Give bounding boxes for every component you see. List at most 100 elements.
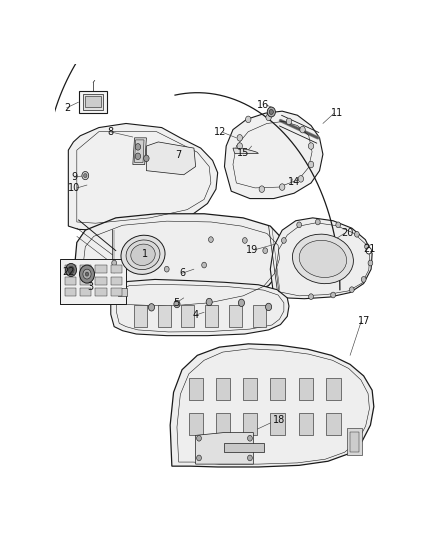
Circle shape [197, 435, 201, 441]
Circle shape [361, 277, 366, 282]
Circle shape [286, 118, 292, 125]
Text: 20: 20 [341, 229, 353, 238]
Bar [80, 277, 92, 285]
Text: 10: 10 [68, 183, 81, 193]
Circle shape [365, 244, 369, 249]
Circle shape [83, 269, 91, 279]
Ellipse shape [121, 235, 165, 274]
Circle shape [315, 219, 320, 225]
Bar [270, 413, 285, 435]
Bar [134, 305, 147, 327]
Circle shape [308, 161, 314, 168]
Circle shape [269, 109, 273, 115]
Circle shape [80, 265, 95, 283]
Circle shape [263, 248, 268, 254]
Ellipse shape [126, 240, 160, 270]
Circle shape [298, 175, 304, 182]
Text: 8: 8 [107, 127, 113, 136]
Bar [224, 443, 264, 452]
Bar [95, 277, 107, 285]
Ellipse shape [293, 234, 353, 284]
Circle shape [202, 262, 206, 268]
Circle shape [366, 247, 371, 254]
Circle shape [144, 155, 149, 161]
Bar [253, 305, 265, 327]
Circle shape [354, 231, 359, 237]
Circle shape [68, 266, 74, 273]
Circle shape [112, 267, 117, 273]
Circle shape [208, 237, 213, 243]
Bar [216, 413, 230, 435]
Bar [111, 277, 122, 285]
Circle shape [265, 303, 272, 311]
Text: 22: 22 [62, 268, 75, 278]
Bar [65, 277, 76, 285]
Bar [95, 265, 107, 273]
Polygon shape [233, 148, 258, 154]
Polygon shape [78, 91, 107, 113]
Bar [229, 305, 242, 327]
Bar [95, 288, 107, 296]
Circle shape [148, 304, 155, 311]
Polygon shape [85, 96, 101, 108]
Bar [181, 305, 194, 327]
Polygon shape [134, 140, 144, 163]
Circle shape [308, 143, 314, 149]
Bar [299, 378, 314, 400]
Circle shape [237, 134, 243, 141]
Text: 2: 2 [64, 103, 70, 113]
Text: 1: 1 [142, 249, 148, 259]
Bar [243, 413, 258, 435]
Bar [117, 288, 127, 296]
Circle shape [300, 126, 305, 133]
Circle shape [85, 272, 88, 276]
Circle shape [331, 292, 336, 298]
Bar [80, 288, 92, 296]
Polygon shape [196, 432, 253, 464]
Text: 5: 5 [173, 298, 180, 308]
Bar [80, 265, 92, 273]
Polygon shape [170, 344, 374, 467]
Text: 18: 18 [273, 415, 285, 425]
Circle shape [309, 294, 314, 300]
Text: 17: 17 [358, 316, 370, 326]
Circle shape [247, 455, 252, 461]
Circle shape [135, 143, 141, 150]
Circle shape [297, 222, 301, 228]
Ellipse shape [299, 240, 346, 278]
Bar [270, 378, 285, 400]
Circle shape [164, 266, 169, 272]
Circle shape [350, 287, 354, 293]
Polygon shape [133, 138, 146, 165]
Circle shape [206, 298, 212, 306]
Bar [326, 378, 341, 400]
Bar [158, 305, 170, 327]
Bar [111, 265, 122, 273]
Circle shape [266, 114, 271, 120]
Circle shape [267, 107, 276, 117]
Circle shape [238, 299, 244, 306]
Bar [299, 413, 314, 435]
Polygon shape [68, 124, 218, 230]
Text: 4: 4 [193, 310, 199, 320]
Bar [205, 305, 218, 327]
Circle shape [336, 222, 341, 228]
Circle shape [174, 301, 180, 308]
Polygon shape [60, 259, 126, 304]
Polygon shape [111, 279, 289, 336]
Circle shape [66, 263, 77, 277]
Circle shape [237, 143, 243, 149]
Circle shape [259, 186, 265, 192]
Ellipse shape [131, 244, 155, 265]
Circle shape [135, 153, 141, 159]
Bar [216, 378, 230, 400]
Circle shape [243, 238, 247, 243]
Circle shape [282, 238, 286, 243]
Text: 7: 7 [175, 150, 181, 160]
Circle shape [279, 184, 285, 190]
Polygon shape [146, 142, 196, 175]
Polygon shape [83, 94, 103, 110]
Bar [350, 432, 359, 452]
Text: 11: 11 [331, 108, 343, 118]
Text: 6: 6 [179, 268, 185, 278]
